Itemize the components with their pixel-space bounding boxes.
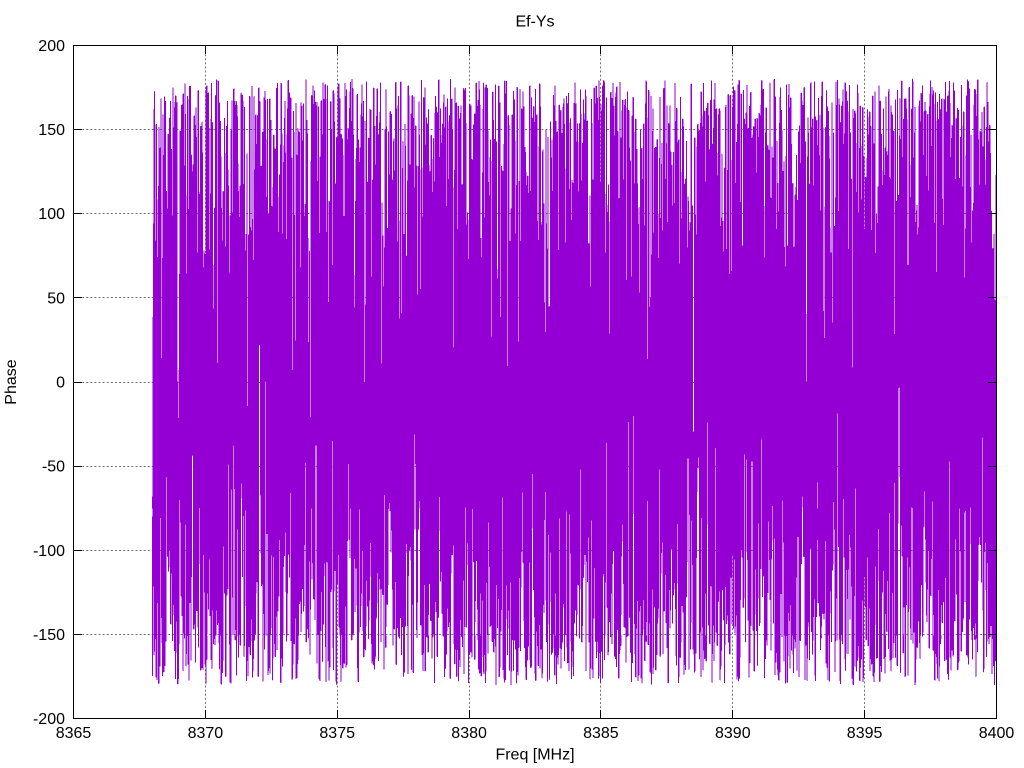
svg-text:-100: -100 xyxy=(33,543,65,560)
svg-text:150: 150 xyxy=(38,122,65,139)
svg-text:8365: 8365 xyxy=(56,725,92,742)
svg-text:100: 100 xyxy=(38,206,65,223)
svg-text:-200: -200 xyxy=(33,711,65,728)
svg-text:8395: 8395 xyxy=(847,725,883,742)
svg-text:Phase: Phase xyxy=(3,359,20,404)
svg-text:-50: -50 xyxy=(42,459,65,476)
svg-text:-150: -150 xyxy=(33,627,65,644)
svg-text:Freq [MHz]: Freq [MHz] xyxy=(495,747,574,764)
svg-text:8385: 8385 xyxy=(583,725,619,742)
svg-text:0: 0 xyxy=(56,375,65,392)
svg-text:8375: 8375 xyxy=(319,725,355,742)
svg-text:8390: 8390 xyxy=(715,725,751,742)
svg-text:200: 200 xyxy=(38,38,65,55)
svg-text:Ef-Ys: Ef-Ys xyxy=(515,14,554,31)
svg-text:8370: 8370 xyxy=(188,725,224,742)
svg-text:50: 50 xyxy=(47,290,65,307)
svg-text:8400: 8400 xyxy=(979,725,1015,742)
svg-text:8380: 8380 xyxy=(451,725,487,742)
